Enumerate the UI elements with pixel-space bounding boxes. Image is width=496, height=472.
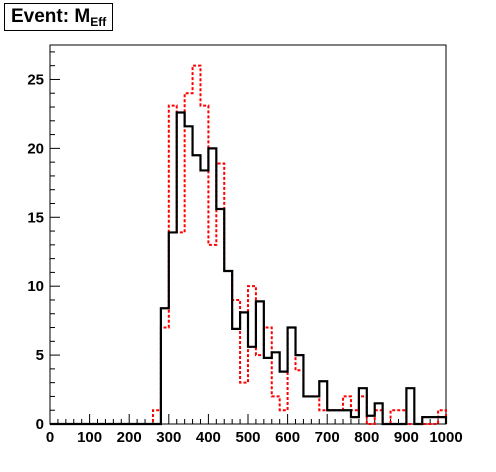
plot-area: 0 5 10 15 20 25 0 100 200 300 400 500 600 700 800 900 10… [27,44,463,446]
x-tick-label-900: 900 [394,429,419,446]
y-tick-label-20: 20 [27,140,44,157]
chart-title-main: Event: M [11,6,91,27]
chart-title: Event: MEff [4,3,114,31]
histogram-series-black [50,111,448,426]
y-tick-label-0: 0 [36,416,44,433]
x-tick-label-1000: 1000 [429,429,462,446]
y-tick-label-5: 5 [36,347,44,364]
x-tick-label-100: 100 [77,429,102,446]
y-tick-label-10: 10 [27,278,44,295]
y-tick-label-25: 25 [27,71,44,88]
x-tick-label-400: 400 [196,429,221,446]
chart-title-subscript: Eff [90,15,107,29]
y-tick-label-15: 15 [27,209,44,226]
x-tick-label-600: 600 [275,429,300,446]
x-tick-label-300: 300 [156,429,181,446]
x-tick-label-0: 0 [46,429,54,446]
x-tick-label-500: 500 [235,429,260,446]
x-tick-label-200: 200 [117,429,142,446]
histogram-series-red [50,64,447,425]
x-tick-label-700: 700 [315,429,340,446]
x-tick-label-800: 800 [354,429,379,446]
